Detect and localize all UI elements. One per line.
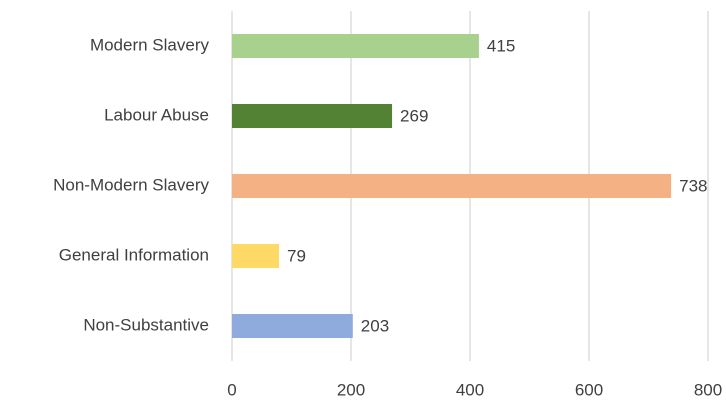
x-tick-label: 800 bbox=[694, 380, 722, 399]
y-tick-label: Modern Slavery bbox=[90, 35, 210, 54]
data-label: 79 bbox=[287, 246, 306, 265]
y-tick-label: Non-Substantive bbox=[83, 315, 209, 334]
y-tick-label: Non-Modern Slavery bbox=[53, 175, 209, 194]
bar bbox=[232, 314, 353, 338]
x-tick-label: 600 bbox=[575, 380, 603, 399]
bar bbox=[232, 104, 393, 128]
bar bbox=[232, 244, 280, 268]
x-tick-label: 0 bbox=[227, 380, 236, 399]
y-tick-label: Labour Abuse bbox=[104, 105, 209, 124]
data-label: 415 bbox=[487, 36, 515, 55]
data-label: 269 bbox=[400, 106, 428, 125]
bar bbox=[232, 34, 479, 58]
x-tick-label: 400 bbox=[456, 380, 484, 399]
x-tick-label: 200 bbox=[337, 380, 365, 399]
bar bbox=[232, 174, 672, 198]
data-label: 203 bbox=[361, 316, 389, 335]
data-label: 738 bbox=[679, 176, 707, 195]
y-tick-label: General Information bbox=[59, 245, 209, 264]
